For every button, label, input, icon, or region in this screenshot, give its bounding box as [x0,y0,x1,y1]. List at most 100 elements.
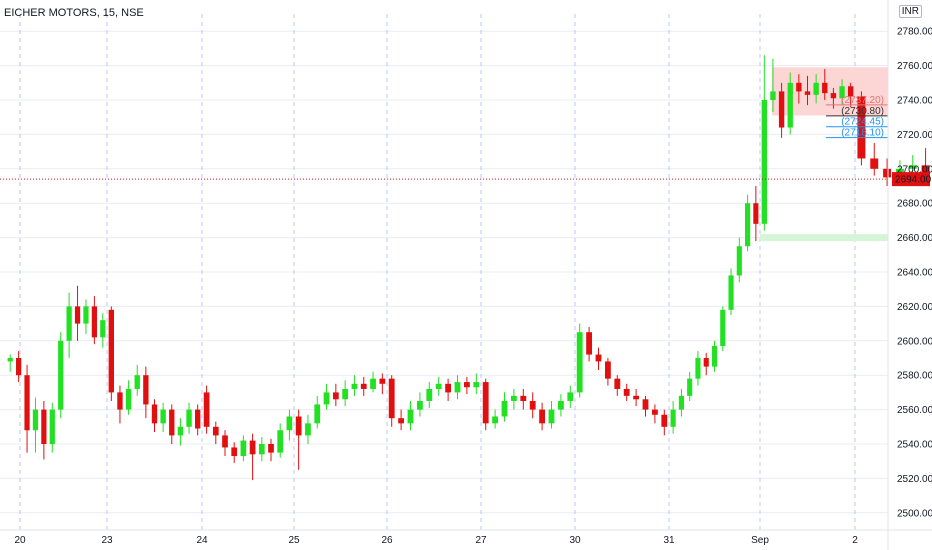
candle-body [586,332,593,355]
candle-body [305,423,311,436]
y-tick-label: 2680.00 [897,199,932,210]
candle [761,55,767,231]
price-axis[interactable]: 2500.00 2520.00 2540.00 2560.00 2580.00 2600.… [887,0,932,550]
candle [305,414,311,444]
level-label: (2724.45) [841,117,884,128]
candle-body [501,401,508,417]
candle-body [222,435,228,448]
candle-body [454,382,461,393]
candle-body [745,203,751,247]
candle [695,351,701,386]
candle-body [41,409,47,444]
candle-body [169,409,175,436]
candle-body [857,96,866,159]
candle [203,385,210,434]
candle-body [529,401,536,410]
candle-body [7,358,13,362]
y-tick-label: 2660.00 [897,233,932,244]
candle-body [761,100,767,224]
candle-body [670,409,676,427]
candle-body [778,91,785,128]
candle [728,268,734,315]
candle-body [186,409,192,427]
x-tick-label: Sep [751,535,769,546]
candle [342,380,349,407]
candle-body [277,430,284,453]
candle [416,392,423,417]
candle [770,58,776,113]
candle-body [332,392,339,400]
candle-body [108,309,114,393]
chart-title: EICHER MOTORS, 15, NSE [4,7,144,19]
candle [83,299,89,334]
candle [407,401,414,431]
candle-body [720,309,726,346]
candle-body [492,416,499,424]
y-tick-label: 2640.00 [897,268,932,279]
candle [778,82,785,138]
candle [445,378,452,401]
candle [576,323,583,398]
candle-body [595,354,602,362]
candle [482,378,489,431]
last-price-badge-bg [892,172,930,187]
last-price-badge: 2694.00 [892,172,932,187]
candle-body [286,416,293,431]
chart-grid [0,14,888,530]
x-tick-label: 27 [475,535,487,546]
candle [670,401,676,434]
candle [848,82,854,107]
candle [212,421,219,444]
candle-body [66,306,72,341]
candle-body [24,375,30,431]
candle [813,74,819,104]
candle-body [398,418,405,424]
candle [678,388,684,417]
candle [804,75,811,106]
x-tick-label: 2 [852,535,858,546]
candle-body [388,378,395,419]
candle [642,395,649,417]
candle [492,409,499,429]
candle-body [91,306,97,338]
candle [687,371,693,401]
candle [351,375,358,396]
candle [7,354,13,372]
candle [125,380,132,415]
candle [186,402,192,434]
candle-body [548,409,555,424]
candle [529,392,536,419]
candle-body [870,158,879,169]
candle [100,313,106,348]
candle-body [557,401,564,410]
candle-body [249,440,256,455]
candle-body [678,395,684,410]
candle [720,306,726,352]
y-tick-label: 2500.00 [897,508,932,519]
candle-body [614,378,621,389]
candle [258,437,265,462]
time-axis[interactable]: 20 23 24 25 26 27 30 31 Sep 2 [0,529,932,546]
currency-badge[interactable]: INR [898,5,922,18]
candle-body [58,340,64,410]
candle [323,383,330,410]
candle-body [435,383,442,389]
candle [24,364,30,453]
candle-body [736,246,742,276]
candle-body [160,409,166,424]
candle-body [134,375,140,389]
candle [388,375,395,427]
candle [501,392,508,422]
candle [379,373,386,395]
x-tick-label: 24 [196,535,208,546]
x-tick-label: 30 [569,535,581,546]
candle-body [125,388,132,410]
candle-body [100,320,106,338]
candle-body [212,426,219,436]
candle [277,423,284,458]
candle-body [240,440,247,457]
candle-body [661,414,668,427]
level-label: (2718.10) [841,128,884,139]
candle [883,158,892,186]
